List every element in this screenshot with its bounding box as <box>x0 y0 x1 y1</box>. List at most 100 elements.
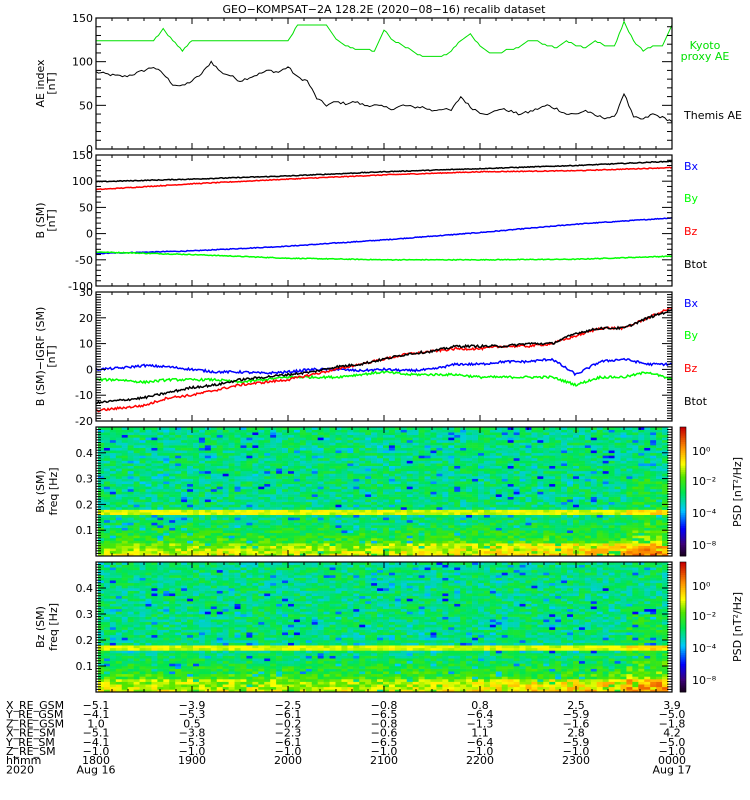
spectrogram-cell <box>216 496 223 500</box>
spectrogram-cell <box>460 488 467 492</box>
spectrogram-cell <box>436 525 443 528</box>
spectrogram-cell <box>537 537 544 541</box>
spectrogram-cell <box>549 519 556 523</box>
spectrogram-cell <box>466 540 473 544</box>
spectrogram-cell <box>400 437 408 441</box>
spectrogram-cell <box>264 445 271 448</box>
spectrogram-cell <box>133 447 140 451</box>
spectrogram-cell <box>507 527 514 531</box>
spectrogram-cell <box>198 540 206 544</box>
spectrogram-cell <box>299 527 307 531</box>
spectrogram-cell <box>388 514 396 518</box>
spectrogram-cell <box>270 437 277 441</box>
spectrogram-cell <box>181 473 188 477</box>
spectrogram-cell <box>127 553 134 557</box>
spectrogram-cell <box>193 445 200 448</box>
spectrogram-cell <box>276 483 283 487</box>
spectrogram-cell <box>501 522 508 526</box>
spectrogram-cell <box>460 527 467 531</box>
spectrogram-cell <box>228 486 235 490</box>
spectrogram-cell <box>507 540 514 544</box>
spectrogram-cell <box>424 450 431 454</box>
spectrogram-cell <box>329 476 336 479</box>
spectrogram-cell <box>602 535 609 539</box>
spectrogram-cell <box>578 491 586 495</box>
spectrogram-cell <box>193 537 200 541</box>
spectrogram-cell <box>246 455 253 459</box>
spectrogram-cell <box>578 468 586 472</box>
spectrogram-cell <box>139 465 146 469</box>
spectrogram-cell <box>127 450 134 454</box>
spectrogram-cell <box>359 442 366 446</box>
spectrogram-cell <box>478 501 485 505</box>
spectrogram-cell <box>394 525 402 528</box>
spectrogram-cell <box>299 514 307 518</box>
spectrogram-cell <box>181 452 188 456</box>
spectrogram-cell <box>234 527 241 531</box>
spectrogram-cell <box>175 450 182 454</box>
spectrogram-cell <box>608 548 615 552</box>
spectrogram-cell <box>264 457 271 461</box>
spectrogram-cell <box>626 532 633 536</box>
spectrogram-cell <box>454 530 461 534</box>
spectrogram-cell <box>478 452 485 456</box>
spectrogram-cell <box>513 537 520 541</box>
spectrogram-cell <box>602 543 609 546</box>
spectrogram-cell <box>519 465 526 469</box>
spectrogram-cell <box>573 450 580 454</box>
spectrogram-cell <box>478 522 485 526</box>
spectrogram-cell <box>157 465 164 469</box>
spectrogram-cell <box>341 447 348 451</box>
spectrogram-cell <box>454 514 461 518</box>
spectrogram-cell <box>157 450 164 454</box>
spectrogram-cell <box>103 452 111 456</box>
spectrogram-cell <box>483 445 491 448</box>
spectrogram-cell <box>193 535 200 539</box>
spectrogram-cell <box>216 530 223 534</box>
spectrogram-cell <box>424 468 431 472</box>
spectrogram-cell <box>276 445 283 448</box>
spectrogram-cell <box>305 481 313 485</box>
spectrogram-cell <box>543 445 550 448</box>
spectrogram-cell <box>513 525 520 528</box>
spectrogram-cell <box>448 504 455 508</box>
spectrogram-cell <box>347 535 354 539</box>
spectrogram-cell <box>335 501 342 505</box>
spectrogram-cell <box>578 525 586 528</box>
spectrogram-cell <box>228 550 235 554</box>
spectrogram-cell <box>216 517 223 521</box>
spectrogram-cell <box>436 452 443 456</box>
spectrogram-cell <box>602 506 609 510</box>
spectrogram-cell <box>293 491 301 495</box>
spectrogram-cell <box>276 442 283 446</box>
spectrogram-cell <box>264 488 271 492</box>
spectrogram-cell <box>394 545 402 549</box>
spectrogram-cell <box>412 445 419 448</box>
spectrogram-cell <box>430 553 437 557</box>
spectrogram-cell <box>489 540 497 544</box>
spectrogram-cell <box>406 478 413 482</box>
spectrogram-cell <box>388 455 396 459</box>
spectrogram-cell <box>264 527 271 531</box>
spectrogram-cell <box>204 527 212 531</box>
spectrogram-cell <box>210 527 218 531</box>
spectrogram-cell <box>305 548 313 552</box>
spectrogram-cell <box>371 473 378 477</box>
spectrogram-cell <box>115 473 123 477</box>
spectrogram-cell <box>383 488 390 492</box>
spectrogram-cell <box>614 530 621 534</box>
spectrogram-cell <box>359 478 366 482</box>
spectrogram-cell <box>596 543 603 546</box>
spectrogram-cell <box>252 514 259 518</box>
spectrogram-cell <box>573 460 580 464</box>
spectrogram-cell <box>133 537 140 541</box>
spectrogram-cell <box>495 514 503 518</box>
spectrogram-cell <box>282 532 289 536</box>
spectrogram-cell <box>258 553 265 557</box>
spectrogram-cell <box>436 481 443 485</box>
spectrogram-cell <box>329 470 336 474</box>
spectrogram-cell <box>133 530 140 534</box>
spectrogram-cell <box>347 491 354 495</box>
spectrogram-cell <box>525 543 532 546</box>
spectrogram-cell <box>222 532 229 536</box>
